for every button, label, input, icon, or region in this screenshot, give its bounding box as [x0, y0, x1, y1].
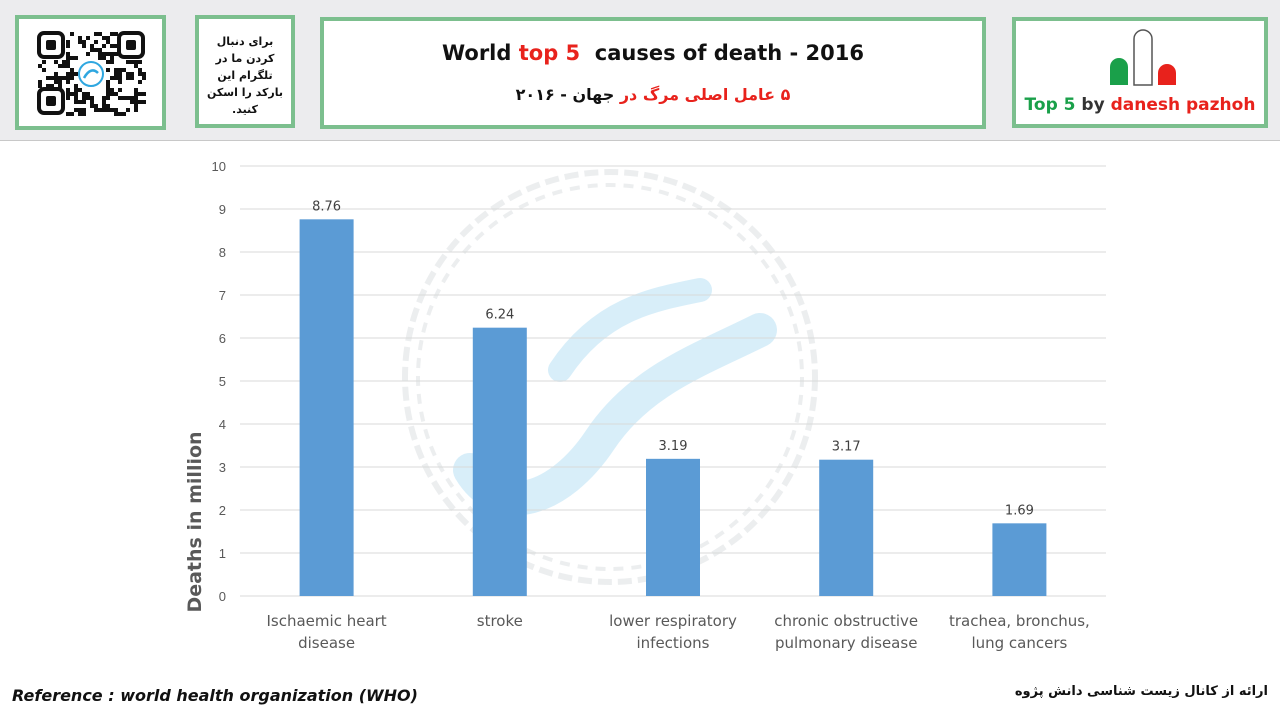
category-label: stroke — [477, 612, 523, 630]
subtitle-black: جهان - ۲۰۱۶ — [515, 85, 620, 104]
y-tick-label: 8 — [219, 245, 226, 260]
title-highlight: top 5 — [518, 41, 581, 65]
y-tick-label: 6 — [219, 331, 226, 346]
qr-code-icon[interactable] — [37, 31, 147, 117]
qr-code-panel — [15, 15, 166, 130]
bar[interactable] — [472, 327, 527, 596]
y-tick-label: 1 — [219, 546, 226, 561]
watermark-logo — [402, 169, 818, 585]
bar[interactable] — [819, 459, 874, 596]
bar-chart-logo-icon — [1110, 29, 1176, 86]
category-label: trachea, bronchus, — [949, 612, 1090, 630]
data-labels: 8.76 6.24 3.19 3.17 1.69 — [312, 199, 1034, 518]
y-tick-label: 9 — [219, 202, 226, 217]
bars — [299, 219, 1047, 596]
subtitle-red: ۵ عامل اصلی مرگ در — [619, 85, 791, 104]
brand-panel: Top 5 by danesh pazhoh — [1012, 17, 1268, 128]
category-label: disease — [298, 634, 355, 652]
x-axis-categories: Ischaemic heart disease stroke lower respir… — [267, 612, 1090, 652]
y-tick-label: 3 — [219, 460, 226, 475]
data-label: 1.69 — [1005, 503, 1034, 518]
title-panel: World top 5 causes of death - 2016 ۵ عام… — [320, 17, 986, 129]
telegram-note-panel: برای دنبال کردن ما در تلگرام این بارکد ر… — [195, 15, 295, 128]
credit-text: ارائه از کانال زیست شناسی دانش پژوه — [1014, 684, 1268, 699]
y-axis-label: Deaths in million — [184, 431, 206, 612]
y-tick-label: 0 — [219, 589, 226, 604]
title-part2: causes of death - 2016 — [580, 41, 864, 65]
category-label: pulmonary disease — [775, 634, 917, 652]
brand-danesh-pazhoh: danesh pazhoh — [1110, 95, 1256, 115]
y-axis-ticks: 0 1 2 3 4 5 6 7 8 9 10 — [212, 159, 226, 604]
bar[interactable] — [299, 219, 354, 596]
page-title: World top 5 causes of death - 2016 — [324, 41, 982, 65]
data-label: 6.24 — [485, 308, 514, 323]
data-label: 8.76 — [312, 199, 341, 214]
y-tick-label: 5 — [219, 374, 226, 389]
reference-text: Reference : world health organization (W… — [12, 686, 418, 705]
header: برای دنبال کردن ما در تلگرام این بارکد ر… — [0, 0, 1280, 141]
title-part1: World — [441, 41, 519, 65]
data-label: 3.17 — [832, 440, 861, 455]
bar-chart: 0 1 2 3 4 5 6 7 8 9 10 8.76 6.24 3.19 3.17 1.69 Ischae… — [184, 159, 1106, 652]
category-label: lung cancers — [971, 634, 1067, 652]
data-label: 3.19 — [659, 439, 688, 454]
category-label: infections — [637, 634, 710, 652]
brand-by: by — [1081, 95, 1105, 115]
category-label: chronic obstructive — [774, 612, 918, 630]
brand-top5: Top 5 — [1024, 95, 1076, 115]
y-tick-label: 10 — [212, 159, 226, 174]
y-tick-label: 2 — [219, 503, 226, 518]
bar[interactable] — [992, 523, 1047, 596]
brand-name: Top 5 by danesh pazhoh — [1016, 95, 1264, 115]
telegram-note: برای دنبال کردن ما در تلگرام این بارکد ر… — [207, 35, 283, 116]
category-label: lower respiratory — [609, 612, 737, 630]
page-subtitle: ۵ عامل اصلی مرگ در جهان - ۲۰۱۶ — [324, 85, 982, 104]
category-label: Ischaemic heart — [267, 612, 387, 630]
y-tick-label: 7 — [219, 288, 226, 303]
bar[interactable] — [646, 458, 700, 596]
y-tick-label: 4 — [219, 417, 226, 432]
